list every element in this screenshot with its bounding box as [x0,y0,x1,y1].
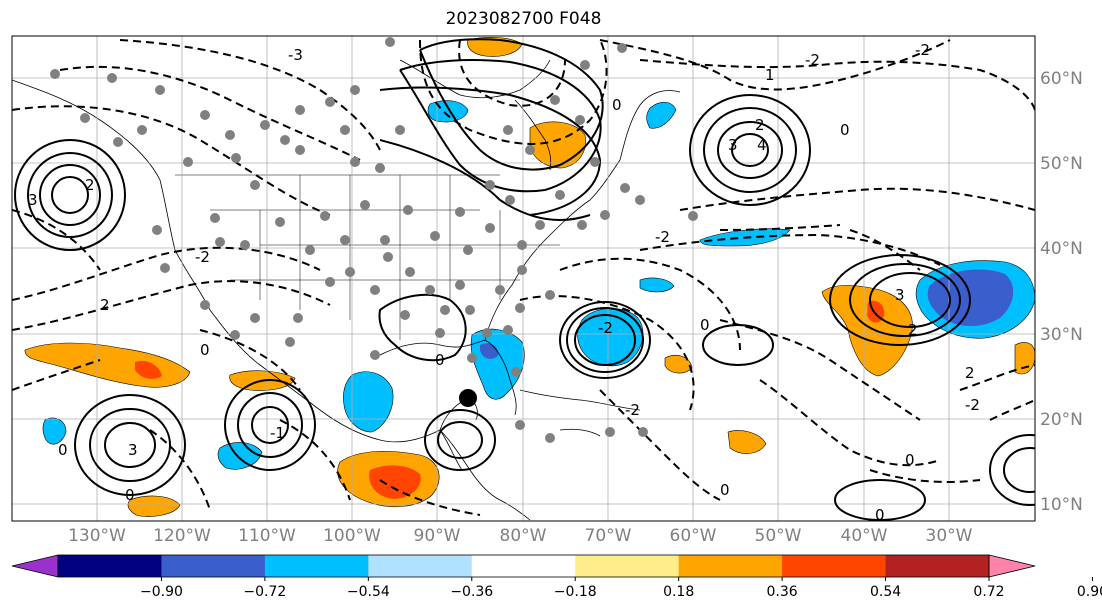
contour-label: 3 [895,286,905,304]
lat-label: 40°N [1040,239,1083,259]
colorbar-tick-label: 0.72 [973,584,1004,600]
contour-labels: 2 3 2 3 4 -2 3 2 3 -1 -3 2 -2 0 0 -2 -2 … [28,41,980,524]
contour-label: -2 [195,248,210,266]
lat-label: 10°N [1040,495,1083,515]
map-background [12,36,1035,521]
shaded-regions [24,37,1035,517]
colorbar-tick-label: −0.18 [554,584,597,600]
contour-label: 0 [435,351,445,369]
coastlines [12,59,681,521]
contour-label: 0 [58,441,68,459]
storm-position-marker [459,389,477,407]
colorbar-right-arrow [988,554,1036,578]
lon-label: 80°W [500,526,547,546]
lightblue-region-gulf-west [343,371,394,433]
orange-region-se-pacific [127,495,181,517]
contour-label: 2 [100,296,110,314]
lon-label: 70°W [585,526,632,546]
contour-label: 3 [128,441,138,459]
contour-label: -2 [655,228,670,246]
colorbar-tick-label: 0.18 [663,584,694,600]
lat-label: 30°N [1040,325,1083,345]
lon-label: 30°W [926,526,973,546]
lat-label: 50°N [1040,154,1083,174]
lon-label: 110°W [238,526,296,546]
colorbar-tick-label: −0.36 [450,584,493,600]
contour-label: 2 [755,116,765,134]
lon-label: 90°W [414,526,461,546]
contour-label: 2 [965,364,975,382]
contour-label: 3 [728,136,738,154]
orange-region-caribbean [727,430,767,454]
colorbar-frame [57,554,990,578]
colorbar-tick-label: 0.90 [1077,584,1102,600]
contour-label: -3 [288,46,303,64]
red-region-pacific [135,360,162,379]
solid-contours [14,38,1035,521]
contour-label: 0 [200,341,210,359]
lon-label: 50°W [755,526,802,546]
contour-label: 3 [28,191,38,209]
colorbar-segment [471,555,576,577]
colorbar-left-arrow [11,554,59,578]
lon-label: 100°W [323,526,381,546]
lon-label: 40°W [841,526,888,546]
lightblue-region-mexico [217,442,263,470]
lightblue-region-atlantic-30n [639,277,675,293]
lon-label: 120°W [153,526,211,546]
orange-region-east-atlantic [821,285,913,377]
map-gridlines [12,36,1035,521]
colorbar: −0.90 −0.72 −0.54 −0.36 −0.18 0.18 0.36 0.54 0.7… [11,554,1102,600]
dashed-contours [12,39,1035,516]
contour-label: -1 [270,424,285,442]
colorbar-segment [885,555,990,577]
lat-label: 20°N [1040,410,1083,430]
contour-label: 0 [840,121,850,139]
longitude-labels: 130°W 120°W 110°W 100°W 90°W 80°W 70°W 6… [68,526,973,546]
latitude-labels: 60°N 50°N 40°N 30°N 20°N 10°N [1040,69,1083,515]
contour-label: 2 [908,321,918,339]
contour-label: 2 [85,176,95,194]
lightblue-region-pacific-small [42,417,67,445]
contour-label: 0 [905,451,915,469]
lon-label: 130°W [68,526,126,546]
contour-label: 0 [125,486,135,504]
contour-label: 0 [612,96,622,114]
colorbar-tick-label: −0.90 [140,584,183,600]
colorbar-segment [575,555,680,577]
orange-region-mid-atlantic [664,355,693,374]
colorbar-segment [161,555,266,577]
colorbar-segment [368,555,473,577]
lightblue-region-central-atlantic [577,308,644,367]
lon-label: 60°W [670,526,717,546]
colorbar-segment [678,555,783,577]
contour-label: 0 [720,481,730,499]
colorbar-segment [58,555,162,577]
colorbar-tick-label: 0.54 [870,584,901,600]
lat-label: 60°N [1040,69,1083,89]
contour-label: 0 [700,316,710,334]
contour-label: -2 [625,401,640,419]
contour-label: -2 [805,51,820,69]
contour-label: 4 [757,136,767,154]
contour-label: -2 [915,41,930,59]
contour-label: -2 [598,319,613,337]
map-frame [11,35,1036,522]
state-boundaries [175,174,560,340]
colorbar-segment [264,555,369,577]
contour-label: -2 [965,396,980,414]
colorbar-tick-label: −0.72 [243,584,286,600]
colorbar-tick-label: 0.36 [767,584,798,600]
lightblue-region-labrador [646,101,677,129]
station-markers [50,37,698,443]
colorbar-segment [782,555,887,577]
contour-label: 0 [875,506,885,524]
map-title: 2023082700 F048 [445,9,602,29]
red-region-gulf-honduras [369,465,421,499]
contour-label: 1 [765,66,775,84]
colorbar-tick-label: −0.54 [347,584,390,600]
